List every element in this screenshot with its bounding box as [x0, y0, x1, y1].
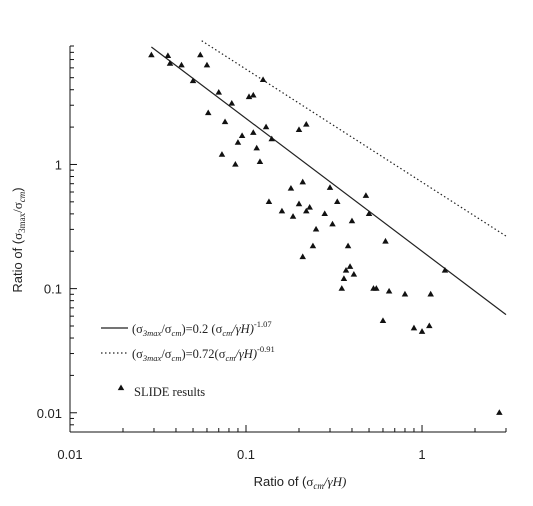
data-point	[365, 210, 373, 217]
data-point	[334, 198, 341, 204]
fit-lines	[151, 40, 507, 316]
data-point	[203, 61, 211, 68]
x-tick-label: 0.1	[237, 447, 255, 462]
data-point	[256, 158, 264, 164]
data-point	[379, 317, 387, 324]
legend: (σ3max/σcm)=0.2 (σcm/γH)-1.07 (σ3max/σcm)…	[101, 319, 275, 399]
data-point	[221, 118, 229, 125]
data-point	[299, 178, 306, 185]
data-point	[295, 200, 303, 207]
data-point	[232, 160, 239, 167]
data-point	[166, 60, 174, 66]
legend-label-dotted: (σ3max/σcm)=0.72(σcm/γH)-0.91	[132, 344, 275, 363]
data-point	[382, 237, 389, 244]
data-point	[306, 204, 313, 210]
x-tick-label: 0.01	[57, 447, 82, 462]
data-point	[427, 290, 434, 297]
plot-area: 0.01 0.1 1 0.01 0.1 1	[37, 40, 507, 462]
data-point	[350, 270, 358, 277]
data-point	[215, 88, 222, 95]
data-point	[329, 220, 336, 227]
data-point	[262, 123, 270, 130]
data-point	[289, 213, 297, 219]
legend-label-slide: SLIDE results	[134, 385, 205, 399]
data-point	[410, 324, 418, 331]
data-point	[189, 77, 197, 84]
legend-label-solid: (σ3max/σcm)=0.2 (σcm/γH)-1.07	[132, 319, 272, 338]
data-point	[148, 51, 155, 58]
x-axis-title: Ratio of (σcm/γH)	[254, 474, 347, 491]
data-point	[178, 61, 185, 68]
data-point	[265, 198, 273, 204]
data-point	[268, 135, 275, 142]
data-point	[426, 322, 433, 329]
data-point	[303, 120, 310, 127]
y-ticks: 0.01 0.1 1	[37, 45, 77, 433]
data-point	[278, 207, 286, 214]
y-axis-title: Ratio of (σ3max/σcm)	[10, 187, 27, 292]
data-point	[259, 76, 267, 83]
data-point	[250, 91, 257, 98]
y-tick-label: 0.1	[44, 282, 62, 297]
data-point	[299, 253, 306, 260]
fit-line-solid	[151, 46, 507, 316]
data-point	[312, 225, 320, 232]
data-point	[309, 242, 317, 249]
data-point	[344, 242, 352, 249]
y-tick-label: 1	[55, 157, 62, 172]
data-point	[197, 51, 204, 58]
data-points	[148, 51, 503, 415]
x-ticks: 0.01 0.1 1	[57, 425, 507, 462]
data-point	[238, 132, 246, 139]
data-point	[496, 409, 503, 415]
data-point	[164, 52, 172, 58]
data-point	[250, 129, 257, 135]
data-point	[321, 210, 328, 217]
data-point	[204, 109, 212, 116]
data-point	[340, 275, 348, 281]
data-point	[418, 328, 426, 334]
data-point	[245, 93, 253, 100]
data-point	[287, 185, 295, 191]
data-point	[348, 217, 356, 224]
data-point	[303, 207, 310, 214]
data-point	[441, 266, 449, 273]
fit-line-dotted	[201, 40, 507, 237]
data-point	[342, 266, 350, 273]
data-point	[401, 290, 409, 297]
y-tick-label: 0.01	[37, 406, 62, 421]
data-point	[295, 126, 303, 133]
data-point	[218, 151, 226, 157]
data-point	[385, 287, 393, 294]
data-point	[362, 192, 370, 198]
legend-marker-triangle	[117, 384, 125, 391]
x-tick-label: 1	[418, 447, 425, 462]
data-point	[253, 144, 260, 151]
data-point	[326, 184, 334, 190]
data-point	[338, 285, 346, 291]
data-point	[234, 139, 242, 145]
data-point	[373, 285, 380, 291]
data-point	[346, 263, 354, 269]
data-point	[228, 99, 236, 106]
